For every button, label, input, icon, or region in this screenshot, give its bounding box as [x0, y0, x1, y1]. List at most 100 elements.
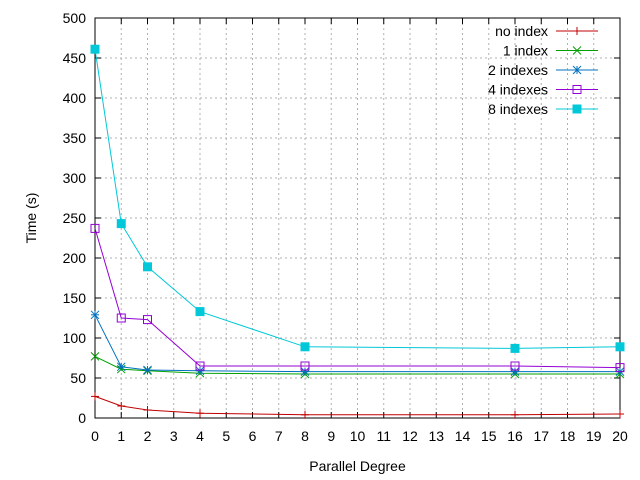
data-point-square: [300, 342, 310, 352]
x-tick-label: 10: [350, 428, 366, 444]
data-point: [143, 406, 152, 414]
data-point-square: [615, 342, 625, 352]
legend-label: 4 indexes: [488, 82, 548, 98]
data-point: [510, 367, 520, 376]
data-point: [300, 342, 310, 352]
data-point-square: [572, 104, 582, 114]
x-tick-label: 4: [196, 428, 204, 444]
data-point: [300, 367, 310, 376]
data-point: [90, 310, 100, 320]
x-tick-label: 7: [275, 428, 283, 444]
data-point-stroke: [572, 46, 582, 55]
data-point-square: [510, 343, 520, 353]
y-axis-label: Time (s): [23, 193, 39, 244]
series-group: [90, 44, 625, 419]
data-point-square: [143, 262, 152, 272]
y-tick-label: 500: [63, 10, 87, 26]
x-tick-label: 0: [91, 428, 99, 444]
y-tick-label: 150: [63, 290, 87, 306]
data-point-square: [195, 307, 205, 317]
data-point-stroke: [300, 367, 310, 376]
data-point: [615, 342, 625, 352]
data-point: [116, 362, 126, 372]
data-point: [572, 85, 582, 94]
y-tick-label: 300: [63, 170, 87, 186]
data-point: [572, 46, 582, 55]
data-point: [195, 307, 205, 317]
x-tick-label: 3: [170, 428, 178, 444]
y-tick-label: 400: [63, 90, 87, 106]
data-point: [195, 361, 205, 371]
data-point: [117, 402, 126, 410]
x-tick-label: 17: [533, 428, 549, 444]
data-point-stroke: [572, 65, 582, 75]
series-8-indexes: [90, 44, 625, 353]
legend: no index 1 index 2 indexes 4 indexes 8 index…: [488, 23, 598, 117]
data-point: [616, 410, 624, 418]
data-point: [91, 392, 99, 401]
data-point: [510, 361, 520, 371]
data-point: [300, 361, 310, 371]
data-point: [143, 365, 152, 375]
series-line: [94, 228, 621, 369]
data-point-square: [195, 361, 205, 371]
y-tick-label: 450: [63, 50, 87, 66]
data-point: [143, 262, 152, 272]
x-tick-label: 20: [612, 428, 628, 444]
y-tick-label: 50: [70, 370, 86, 386]
x-tick-label: 14: [455, 428, 471, 444]
y-tick-label: 100: [63, 330, 87, 346]
data-point: [116, 219, 126, 229]
data-point-square: [90, 223, 100, 233]
y-tick-label: 0: [78, 410, 86, 426]
series-no-index: [91, 392, 624, 419]
data-point: [572, 65, 582, 75]
data-point: [195, 366, 205, 376]
data-point-square: [300, 361, 310, 371]
y-tick-label: 250: [63, 210, 87, 226]
series-1-index: [90, 352, 625, 379]
x-tick-label: 18: [560, 428, 576, 444]
y-tick-label: 200: [63, 250, 87, 266]
data-point: [301, 410, 309, 419]
x-tick-label: 16: [507, 428, 523, 444]
x-tick-label: 2: [144, 428, 152, 444]
x-tick-label: 12: [402, 428, 418, 444]
data-point-stroke: [116, 362, 126, 372]
data-point-stroke: [90, 310, 100, 320]
x-tick-label: 9: [327, 428, 335, 444]
data-point: [573, 27, 581, 35]
data-point: [615, 363, 625, 373]
y-tick-label: 350: [63, 130, 87, 146]
data-point-square: [510, 361, 520, 371]
data-point-square: [90, 44, 100, 54]
data-point-square: [615, 363, 625, 373]
data-point: [510, 343, 520, 353]
data-point: [90, 223, 100, 233]
x-tick-label: 19: [586, 428, 602, 444]
data-point: [572, 104, 582, 114]
data-point: [90, 352, 100, 361]
data-point-stroke: [510, 367, 520, 376]
data-point: [511, 410, 519, 419]
data-point-square: [143, 315, 152, 325]
series-4-indexes: [90, 223, 625, 373]
axis-ticks: 0 1 2 3 4 5 6 7 8 9 10 11 12 13 14 15 16 17 18 19 2005010015…: [63, 10, 628, 444]
legend-label: 1 index: [503, 43, 548, 59]
data-point-stroke: [143, 365, 152, 375]
data-point-square: [116, 219, 126, 229]
x-tick-label: 8: [301, 428, 309, 444]
legend-label: no index: [495, 23, 548, 39]
data-point-square: [572, 85, 582, 94]
x-tick-label: 15: [481, 428, 497, 444]
grid: [95, 18, 620, 418]
data-point-square: [116, 313, 126, 323]
data-point-stroke: [195, 366, 205, 376]
x-tick-label: 6: [249, 428, 257, 444]
x-tick-label: 11: [376, 428, 391, 444]
legend-label: 8 indexes: [488, 101, 548, 117]
data-point: [196, 409, 204, 418]
data-point: [116, 313, 126, 323]
data-point: [90, 44, 100, 54]
